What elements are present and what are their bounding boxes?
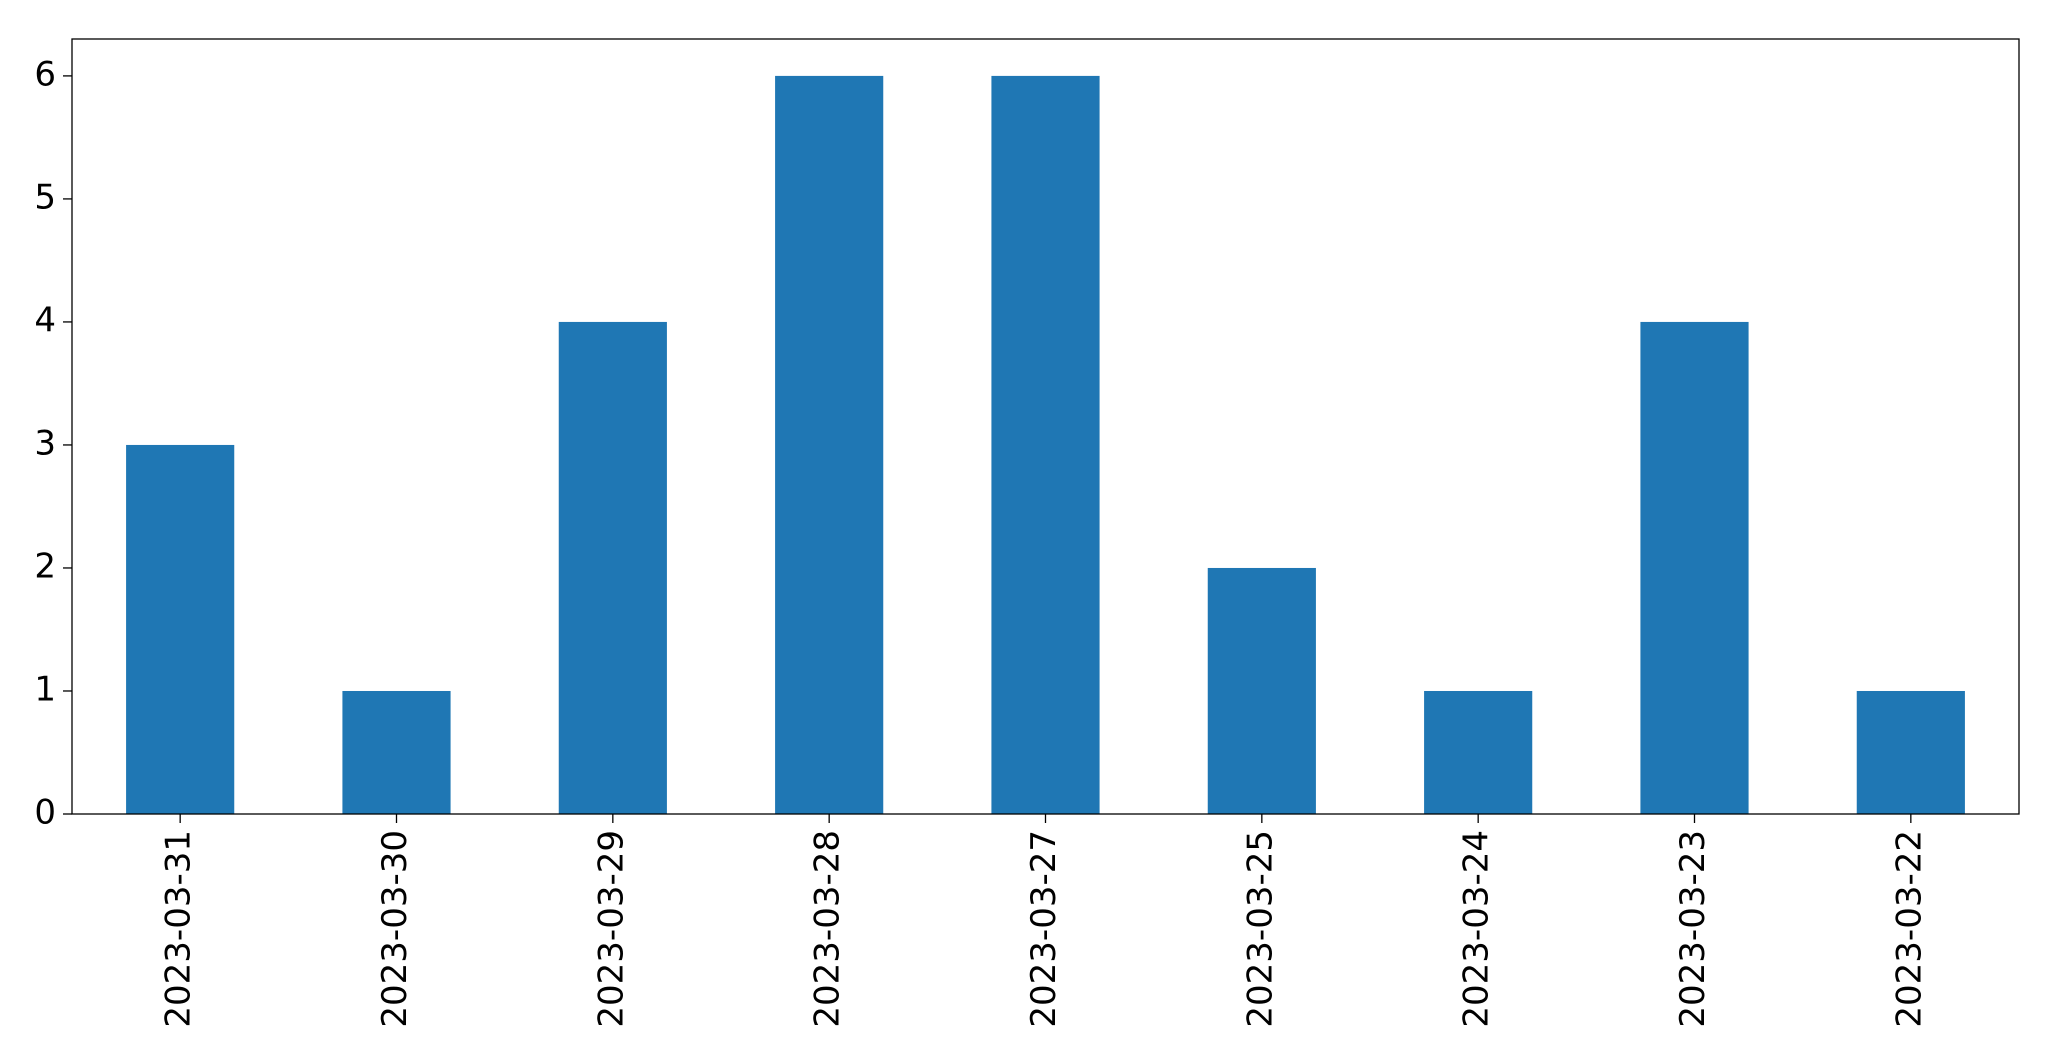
- x-tick-label: 2023-03-31: [159, 830, 199, 1028]
- x-tick-label: 2023-03-27: [1024, 830, 1064, 1028]
- bar: [342, 690, 451, 814]
- plot-frame: [71, 38, 2020, 815]
- bar: [1640, 321, 1749, 814]
- bar: [1424, 690, 1533, 814]
- bar: [1856, 690, 1965, 814]
- x-tick-label: 2023-03-29: [591, 830, 631, 1028]
- y-tick-label: 4: [34, 300, 56, 340]
- bar: [558, 321, 667, 814]
- bar: [775, 75, 884, 814]
- x-tick-label: 2023-03-23: [1673, 830, 1713, 1028]
- y-tick-label: 6: [34, 54, 56, 94]
- bar: [126, 444, 235, 814]
- x-tick-label: 2023-03-24: [1457, 830, 1497, 1028]
- x-tick-label: 2023-03-30: [375, 830, 415, 1028]
- y-tick-label: 3: [34, 423, 56, 463]
- x-tick-label: 2023-03-22: [1889, 830, 1929, 1028]
- bar: [1207, 567, 1316, 814]
- x-tick-label: 2023-03-25: [1240, 830, 1280, 1028]
- y-tick-label: 5: [34, 177, 56, 217]
- y-tick-label: 1: [34, 669, 56, 709]
- y-tick-label: 0: [34, 793, 56, 833]
- x-tick-label: 2023-03-28: [808, 830, 848, 1028]
- bar: [991, 75, 1100, 814]
- y-tick-label: 2: [34, 546, 56, 586]
